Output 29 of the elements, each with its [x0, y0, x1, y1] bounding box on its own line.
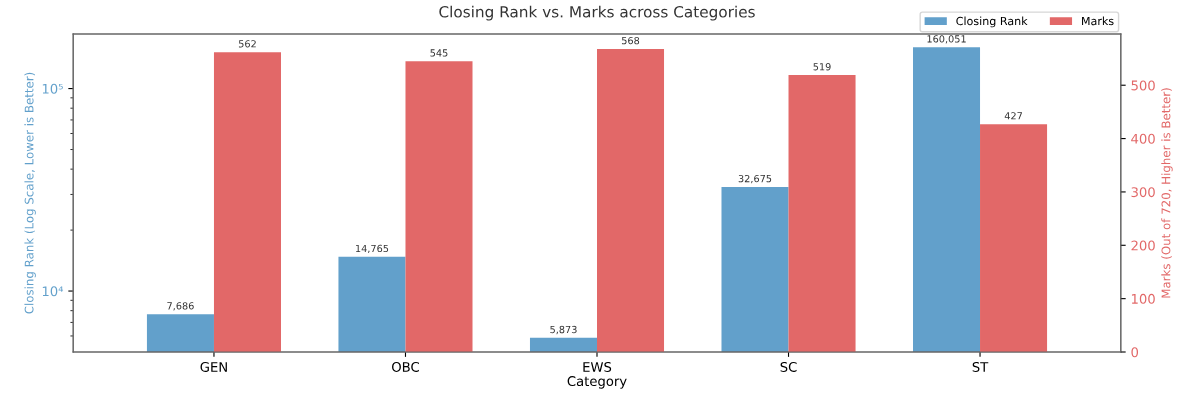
y2-tick-label: 100	[1131, 293, 1155, 304]
chart-title: Closing Rank vs. Marks across Categories	[439, 5, 755, 21]
data-label: 32,675	[738, 174, 772, 184]
data-label: 427	[1004, 112, 1022, 120]
data-label: 568	[621, 36, 640, 45]
data-label: 160,051	[927, 35, 966, 44]
data-label: 562	[238, 40, 256, 48]
x-axis-title: Category	[567, 376, 627, 389]
data-label: 7,686	[167, 302, 194, 311]
y2-tick-label: 500	[1131, 80, 1155, 91]
legend-label: Closing Rank	[956, 16, 1028, 28]
y-axis-title: Closing Rank (Log Scale, Lower is Better)	[24, 72, 36, 314]
x-tick-label: OBC	[392, 361, 419, 372]
data-label: 519	[813, 63, 831, 71]
x-tick-label: EWS	[583, 361, 612, 372]
y-tick-label: 10⁴	[42, 286, 64, 297]
legend-label: Marks	[1082, 16, 1114, 26]
data-label: 5,873	[550, 325, 577, 335]
y2-axis-title: Marks (Out of 720, Higher is Better)	[1161, 88, 1173, 298]
data-label: 14,765	[356, 244, 389, 254]
x-tick-label: ST	[972, 361, 989, 372]
y2-tick-label: 0	[1131, 347, 1139, 358]
y2-tick-label: 300	[1131, 187, 1155, 198]
y-tick-label: 10⁵	[42, 83, 63, 94]
x-tick-label: GEN	[200, 361, 227, 372]
y2-tick-label: 400	[1131, 133, 1155, 144]
data-label: 545	[430, 49, 448, 57]
x-tick-label: SC	[780, 361, 797, 372]
y2-tick-label: 200	[1131, 240, 1155, 251]
